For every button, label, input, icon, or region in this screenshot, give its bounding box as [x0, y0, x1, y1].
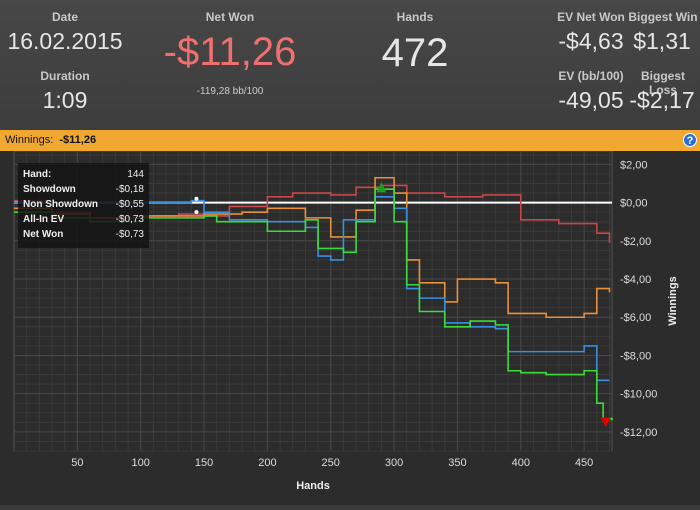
ev-net-won-value: -$4,63	[558, 28, 624, 54]
max-marker	[376, 182, 387, 193]
winnings-bar: Winnings: -$11,26 ?	[0, 130, 700, 151]
biggest-win-value: $1,31	[633, 28, 691, 54]
net-won-label: Net Won	[205, 10, 255, 24]
ev-bb100-value: -49,05	[558, 87, 624, 113]
y-tick-label: -$10,00	[620, 389, 657, 401]
x-axis-label: Hands	[296, 480, 330, 492]
date-label: Date	[51, 10, 78, 24]
net-won-bb100: -119,28 bb/100	[196, 86, 264, 97]
net-won-value: -$11,26	[163, 30, 297, 74]
cursor-dot	[194, 210, 199, 215]
x-tick-label: 450	[575, 457, 593, 469]
info-key: Non Showdown	[23, 199, 98, 210]
y-tick-label: -$8,00	[620, 350, 651, 362]
x-tick-label: 150	[195, 457, 213, 469]
x-tick-label: 350	[448, 457, 466, 469]
winnings-bar-value: -$11,26	[59, 134, 97, 146]
biggest-loss-label: Biggest Loss	[640, 69, 685, 97]
y-axis-label: Winnings	[667, 276, 679, 325]
cursor-dot	[194, 196, 199, 201]
duration-value: 1:09	[42, 87, 88, 113]
winnings-bar-text: Winnings: -$11,26	[5, 134, 96, 146]
info-row-hand: Hand: 144	[23, 169, 144, 183]
series-line-3	[14, 188, 613, 421]
y-tick-label: -$4,00	[620, 274, 651, 286]
info-row-allin-ev: All-In EV -$0,73	[23, 214, 144, 228]
hands-value: 472	[381, 31, 449, 75]
help-icon[interactable]: ?	[683, 133, 697, 147]
ev-bb100-label: EV (bb/100)	[558, 69, 624, 83]
info-value: 144	[127, 169, 144, 180]
biggest-win-label: Biggest Win	[628, 10, 698, 24]
y-tick-label: $2,00	[620, 159, 648, 171]
stats-panel: Date 16.02.2015 Duration 1:09 Net Won -$…	[0, 0, 700, 130]
ev-net-won-label: EV Net Won	[557, 10, 625, 24]
x-tick-label: 400	[512, 457, 530, 469]
y-tick-label: $0,00	[620, 198, 648, 210]
y-tick-label: -$12,00	[620, 427, 657, 439]
winnings-bar-label: Winnings:	[5, 134, 54, 146]
info-key: Hand:	[23, 169, 52, 180]
x-tick-label: 200	[258, 457, 276, 469]
min-marker	[600, 417, 611, 428]
hands-label: Hands	[396, 10, 434, 24]
info-row-showdown: Showdown -$0,18	[23, 184, 144, 198]
y-tick-label: -$2,00	[620, 236, 651, 248]
info-value: -$0,55	[115, 199, 144, 210]
date-value: 16.02.2015	[7, 28, 123, 54]
info-key: Showdown	[23, 184, 76, 195]
info-row-non-showdown: Non Showdown -$0,55	[23, 199, 144, 213]
info-key: All-In EV	[23, 214, 65, 225]
info-row-net-won: Net Won -$0,73	[23, 229, 144, 243]
hand-info-tooltip: Hand: 144 Showdown -$0,18 Non Showdown -…	[18, 163, 149, 248]
info-value: -$0,73	[115, 229, 144, 240]
x-tick-label: 100	[132, 457, 150, 469]
y-tick-label: -$6,00	[620, 312, 651, 324]
duration-label: Duration	[40, 69, 90, 83]
biggest-loss-value: -$2,17	[629, 87, 695, 113]
info-value: -$0,73	[115, 214, 144, 225]
x-tick-label: 300	[385, 457, 403, 469]
info-key: Net Won	[23, 229, 64, 240]
x-tick-label: 250	[322, 457, 340, 469]
info-value: -$0,18	[115, 184, 144, 195]
x-tick-label: 50	[71, 457, 83, 469]
